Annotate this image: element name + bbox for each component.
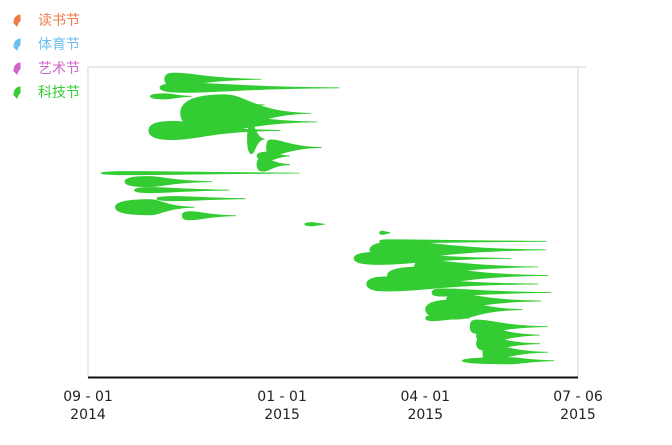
x-tick-label-year: 2014 — [70, 407, 106, 423]
x-tick-label-date: 04 - 01 — [400, 389, 450, 405]
event-area[interactable] — [164, 72, 262, 86]
legend-label: 艺术节 — [38, 61, 80, 77]
x-tick-label-date: 01 - 01 — [257, 389, 307, 405]
x-tick: 01 - 01 2015 — [257, 389, 307, 423]
x-tick: 07 - 06 2015 — [553, 389, 603, 423]
plot-frame — [87, 66, 579, 378]
music-note-icon — [13, 38, 21, 51]
x-tick-label-date: 09 - 01 — [63, 389, 113, 405]
event-area[interactable] — [353, 251, 512, 265]
event-area[interactable] — [379, 230, 391, 235]
legend-item[interactable]: 体育节 — [13, 37, 80, 53]
event-area[interactable] — [156, 196, 246, 202]
x-tick-label-date: 07 - 06 — [553, 389, 603, 405]
x-tick: 09 - 01 2014 — [63, 389, 113, 423]
x-tick-label-year: 2015 — [264, 407, 300, 423]
event-area[interactable] — [304, 222, 326, 227]
event-area[interactable] — [181, 211, 236, 221]
legend-label: 体育节 — [38, 37, 80, 53]
event-area[interactable] — [247, 123, 265, 154]
legend-item[interactable]: 读书节 — [13, 12, 80, 29]
music-note-icon — [13, 62, 21, 75]
legend-item[interactable]: 科技节 — [13, 85, 80, 101]
event-area[interactable] — [124, 176, 213, 188]
music-note-icon — [13, 14, 21, 27]
event-area[interactable] — [256, 157, 291, 172]
event-area[interactable] — [482, 343, 548, 362]
event-area[interactable] — [425, 299, 523, 320]
event-area[interactable] — [366, 276, 539, 292]
event-area[interactable] — [100, 171, 300, 176]
event-area[interactable] — [150, 93, 192, 100]
legend-label: 科技节 — [38, 85, 80, 101]
x-tick-label-year: 2015 — [407, 407, 443, 423]
x-tick: 04 - 01 2015 — [400, 389, 450, 423]
event-area[interactable] — [202, 113, 318, 131]
event-area[interactable] — [425, 315, 470, 322]
event-areas — [100, 72, 555, 365]
event-area[interactable] — [159, 82, 340, 93]
event-area[interactable] — [115, 199, 195, 216]
legend-item[interactable]: 艺术节 — [13, 61, 80, 77]
event-area[interactable] — [461, 357, 555, 365]
x-tick-label-year: 2015 — [560, 407, 596, 423]
event-area[interactable] — [148, 120, 281, 140]
event-area[interactable] — [134, 187, 230, 194]
music-note-icon — [13, 86, 21, 99]
legend-label: 读书节 — [38, 12, 80, 29]
event-area[interactable] — [266, 139, 322, 156]
